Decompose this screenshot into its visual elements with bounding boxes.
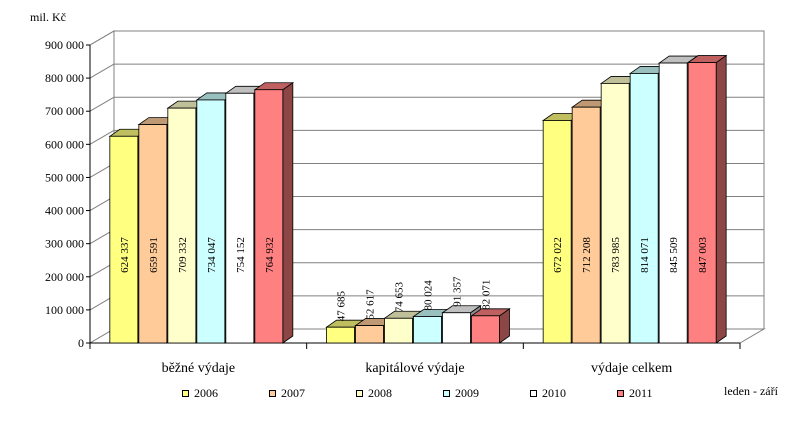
y-tick-labels: 0 100 000 200 000 300 000 400 000 500 000 600 … xyxy=(45,38,84,350)
bar-2011-1 xyxy=(470,308,511,344)
data-label: 672 022 xyxy=(552,237,564,273)
bar-2011-0 xyxy=(253,81,295,344)
legend-item-2008: 2008 xyxy=(356,383,392,403)
period-annotation: leden - září xyxy=(724,384,778,398)
legend-item-2006: 2006 xyxy=(182,383,218,403)
gridline xyxy=(89,96,115,112)
y-tick-label: 400 000 xyxy=(45,204,84,218)
data-label: 814 071 xyxy=(639,237,651,273)
y-tick-label: 500 000 xyxy=(45,170,84,184)
legend-label: 2010 xyxy=(542,385,566,400)
data-label: 783 985 xyxy=(610,237,622,273)
data-label: 80 024 xyxy=(423,280,435,311)
y-tick-label: 900 000 xyxy=(45,38,84,52)
legend-swatch xyxy=(617,389,624,397)
legend-item-2009: 2009 xyxy=(443,383,479,403)
data-label: 659 591 xyxy=(148,237,160,273)
data-label: 712 208 xyxy=(581,237,593,273)
y-tick-label: 800 000 xyxy=(45,71,84,85)
category-label: výdaje celkem xyxy=(591,361,672,376)
data-label: 845 509 xyxy=(668,237,680,273)
legend-label: 2009 xyxy=(455,385,479,400)
gridline xyxy=(89,63,115,79)
legend-label: 2006 xyxy=(194,385,218,400)
data-label: 47 685 xyxy=(336,290,348,321)
y-tick-label: 600 000 xyxy=(45,137,84,151)
category-labels: běžné výdaje kapitálové výdaje výdaje celk… xyxy=(162,361,673,376)
legend-swatch xyxy=(356,389,363,397)
legend-swatch xyxy=(530,389,537,397)
y-tick-label: 300 000 xyxy=(45,237,84,251)
legend-item-2007: 2007 xyxy=(269,383,305,403)
data-label: 754 152 xyxy=(235,237,247,273)
legend-label: 2011 xyxy=(629,385,653,400)
data-label: 52 617 xyxy=(364,289,376,320)
data-label: 764 932 xyxy=(264,237,276,273)
legend-label: 2008 xyxy=(368,385,392,400)
data-label: 624 337 xyxy=(119,237,131,273)
data-label: 74 653 xyxy=(394,282,406,313)
y-tick-label: 0 xyxy=(78,336,84,350)
data-label: 709 332 xyxy=(177,237,189,273)
bar-2011-2 xyxy=(686,54,728,344)
category-label: běžné výdaje xyxy=(162,361,235,376)
legend-swatch xyxy=(269,389,276,397)
y-tick-label: 700 000 xyxy=(45,104,84,118)
data-label: 847 003 xyxy=(697,237,709,273)
data-label: 734 047 xyxy=(206,237,218,273)
gridline xyxy=(89,30,115,46)
value-labels: 624 337 659 591 709 332 734 047 754 152 764 9… xyxy=(119,237,709,322)
category-label: kapitálové výdaje xyxy=(365,361,464,376)
y-tick-label: 200 000 xyxy=(45,270,84,284)
bars xyxy=(108,54,728,344)
legend-item-2010: 2010 xyxy=(530,383,566,403)
data-label: 82 071 xyxy=(481,280,493,310)
legend: 2006 2007 2008 2009 2010 2011 xyxy=(182,383,702,403)
legend-swatch xyxy=(443,389,450,397)
legend-item-2011: 2011 xyxy=(617,383,653,403)
y-tick-label: 100 000 xyxy=(45,303,84,317)
legend-label: 2007 xyxy=(281,385,305,400)
gridline xyxy=(89,129,115,145)
legend-swatch xyxy=(182,389,189,397)
y-axis-label: mil. Kč xyxy=(30,10,66,24)
data-label: 91 357 xyxy=(452,276,464,307)
